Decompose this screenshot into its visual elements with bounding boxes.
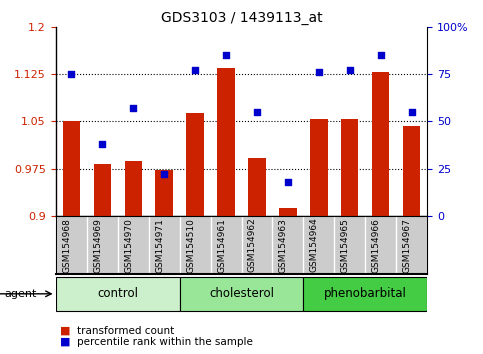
Text: percentile rank within the sample: percentile rank within the sample — [77, 337, 253, 347]
Bar — [94, 164, 111, 216]
Bar — [186, 113, 203, 216]
Text: GSM154967: GSM154967 — [403, 218, 412, 273]
Text: GSM154963: GSM154963 — [279, 218, 288, 273]
Bar — [62, 121, 80, 216]
FancyBboxPatch shape — [180, 277, 303, 312]
Text: ■: ■ — [60, 326, 71, 336]
FancyBboxPatch shape — [56, 277, 180, 312]
Text: GSM154962: GSM154962 — [248, 218, 257, 273]
Text: ■: ■ — [60, 337, 71, 347]
Text: GDS3103 / 1439113_at: GDS3103 / 1439113_at — [161, 11, 322, 25]
Point — [222, 52, 230, 58]
Text: GSM154965: GSM154965 — [341, 218, 350, 273]
Text: GSM154971: GSM154971 — [155, 218, 164, 273]
Point — [160, 171, 168, 177]
Bar — [156, 171, 172, 216]
Bar — [248, 158, 266, 216]
Point — [346, 67, 354, 73]
Text: GSM154510: GSM154510 — [186, 218, 195, 273]
Text: control: control — [97, 287, 138, 300]
Point — [67, 71, 75, 77]
Point — [284, 179, 292, 185]
Point — [98, 141, 106, 147]
Point — [191, 67, 199, 73]
Text: GSM154968: GSM154968 — [62, 218, 71, 273]
Bar — [280, 209, 297, 216]
FancyBboxPatch shape — [303, 277, 427, 312]
Bar — [372, 72, 389, 216]
Bar — [125, 161, 142, 216]
Bar — [341, 119, 358, 216]
Point — [129, 105, 137, 111]
Point — [253, 109, 261, 115]
Text: GSM154969: GSM154969 — [93, 218, 102, 273]
Text: GSM154970: GSM154970 — [124, 218, 133, 273]
Text: phenobarbital: phenobarbital — [324, 287, 407, 300]
Point — [315, 69, 323, 75]
Point — [377, 52, 385, 58]
Bar — [311, 119, 327, 216]
Text: GSM154961: GSM154961 — [217, 218, 226, 273]
Bar — [403, 126, 421, 216]
Text: transformed count: transformed count — [77, 326, 174, 336]
Bar — [217, 68, 235, 216]
Text: GSM154966: GSM154966 — [372, 218, 381, 273]
Text: GSM154964: GSM154964 — [310, 218, 319, 273]
Text: agent: agent — [5, 289, 37, 299]
Text: cholesterol: cholesterol — [209, 287, 274, 300]
Point — [408, 109, 416, 115]
